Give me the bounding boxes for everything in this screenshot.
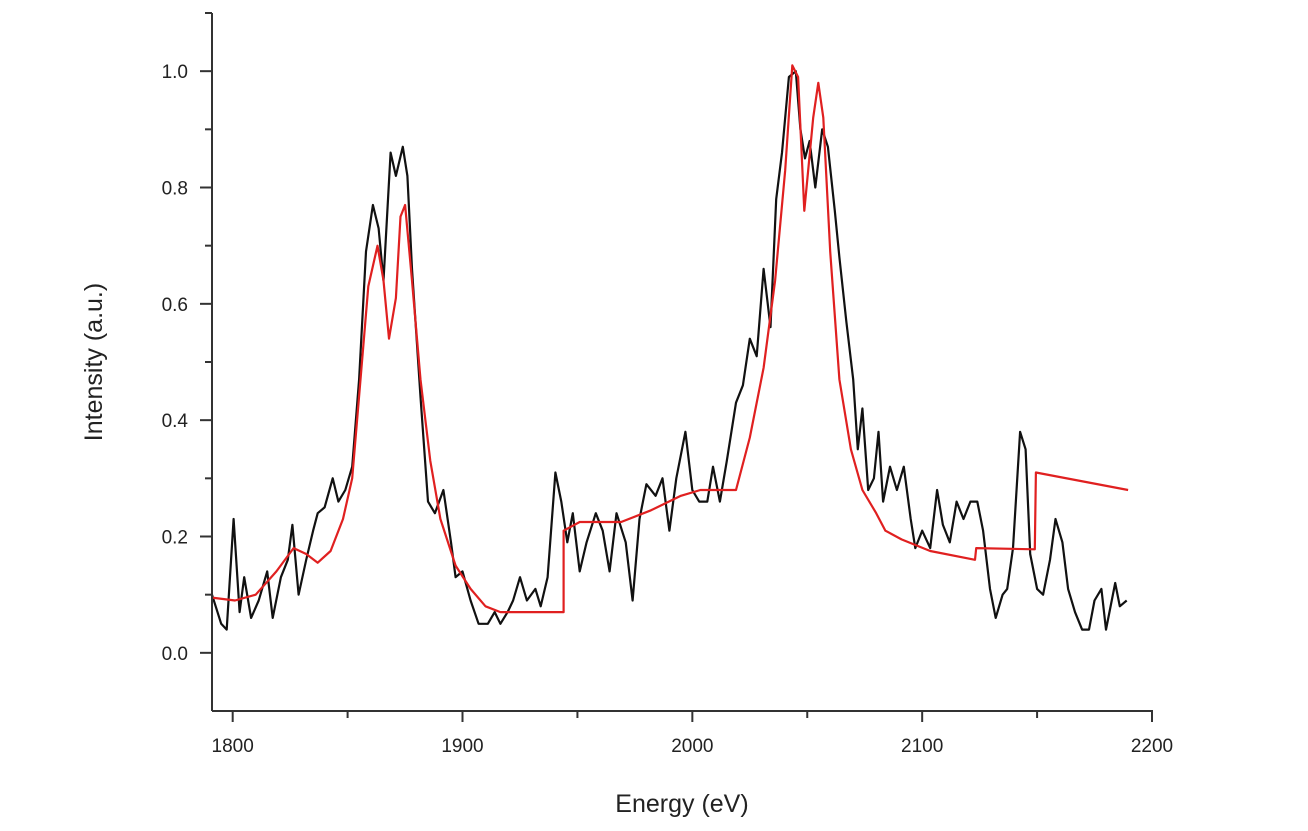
series-line-simulated <box>211 64 1129 614</box>
y-tick-label: 0.0 <box>162 644 188 665</box>
x-tick-label: 1900 <box>441 736 483 757</box>
y-axis-title: Intensity (a.u.) <box>80 283 108 441</box>
x-tick-label: 2000 <box>671 736 713 757</box>
ticks: 1800 1900 2000 2100 2200 0.0 0.2 0.4 0.6 0.8 1.0 <box>162 12 1173 757</box>
y-tick-label: 0.4 <box>162 411 189 432</box>
x-axis-title: Energy (eV) <box>615 790 748 818</box>
y-tick-label: 1.0 <box>162 62 188 83</box>
series-line-experimental <box>210 70 1128 631</box>
x-tick-label: 1800 <box>212 736 254 757</box>
y-tick-label: 0.2 <box>162 528 188 549</box>
x-tick-label: 2200 <box>1131 736 1173 757</box>
y-tick-label: 0.6 <box>162 295 188 316</box>
x-tick-label: 2100 <box>901 736 943 757</box>
y-tick-label: 0.8 <box>162 179 188 200</box>
axes <box>211 13 1153 712</box>
plot-area <box>210 64 1129 631</box>
